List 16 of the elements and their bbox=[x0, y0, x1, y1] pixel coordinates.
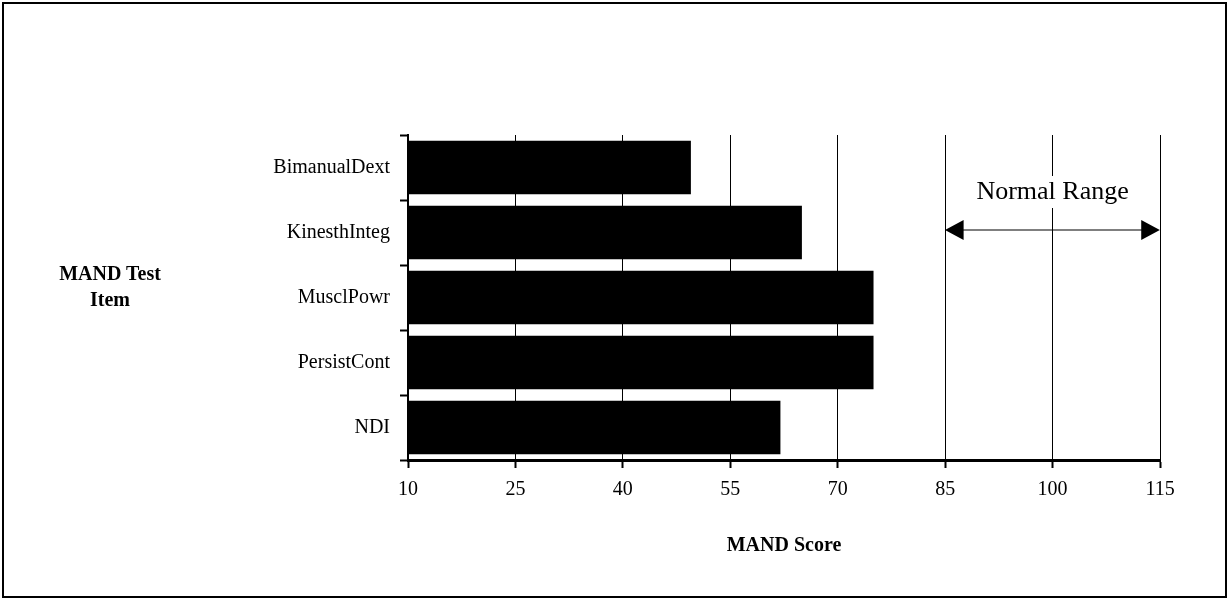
x-tick-label: 10 bbox=[398, 477, 418, 500]
y-tick-label: PersistCont bbox=[297, 349, 391, 372]
x-axis-title: MAND Score bbox=[726, 533, 842, 556]
x-tick-label: 115 bbox=[1145, 477, 1175, 500]
y-tick-label: MusclPowr bbox=[297, 284, 391, 307]
x-tick-label: 55 bbox=[720, 477, 741, 500]
x-tick-label: 85 bbox=[935, 477, 956, 500]
text: MAND Test Item bbox=[59, 261, 162, 310]
y-tick-label: KinesthInteg bbox=[286, 219, 390, 243]
x-tick-label: 40 bbox=[612, 477, 633, 500]
y-tick-label: NDI bbox=[354, 414, 390, 437]
y-tick-label: BimanualDext bbox=[273, 154, 391, 177]
annotation: Normal Range bbox=[976, 175, 1129, 205]
x-tick-label: 70 bbox=[827, 477, 848, 500]
x-tick-label: 100 bbox=[1037, 477, 1068, 500]
x-tick-label: 25 bbox=[505, 477, 526, 500]
